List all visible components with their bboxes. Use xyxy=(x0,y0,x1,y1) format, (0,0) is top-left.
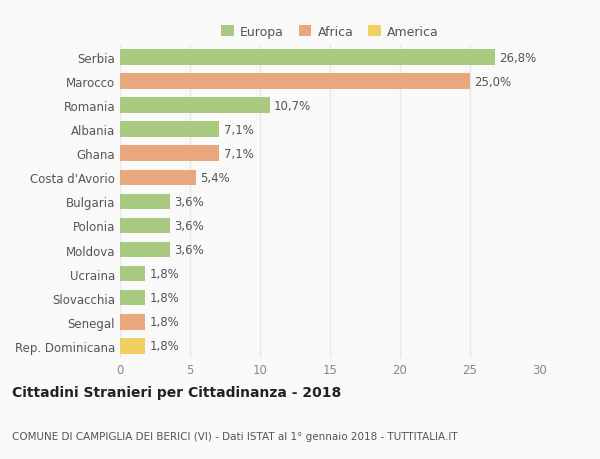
Bar xyxy=(120,194,170,210)
Legend: Europa, Africa, America: Europa, Africa, America xyxy=(216,21,444,44)
Bar xyxy=(120,266,145,282)
Text: Cittadini Stranieri per Cittadinanza - 2018: Cittadini Stranieri per Cittadinanza - 2… xyxy=(12,386,341,399)
Text: COMUNE DI CAMPIGLIA DEI BERICI (VI) - Dati ISTAT al 1° gennaio 2018 - TUTTITALIA: COMUNE DI CAMPIGLIA DEI BERICI (VI) - Da… xyxy=(12,431,458,441)
Bar xyxy=(120,242,170,258)
Bar xyxy=(120,50,495,66)
Text: 3,6%: 3,6% xyxy=(175,243,205,257)
Bar xyxy=(120,218,170,234)
Text: 3,6%: 3,6% xyxy=(175,196,205,208)
Text: 1,8%: 1,8% xyxy=(149,291,179,304)
Text: 3,6%: 3,6% xyxy=(175,219,205,232)
Bar xyxy=(120,146,220,162)
Bar xyxy=(120,338,145,354)
Text: 10,7%: 10,7% xyxy=(274,100,311,112)
Text: 26,8%: 26,8% xyxy=(499,51,536,64)
Bar xyxy=(120,170,196,186)
Text: 1,8%: 1,8% xyxy=(149,268,179,280)
Bar xyxy=(120,74,470,90)
Text: 7,1%: 7,1% xyxy=(224,123,253,136)
Bar xyxy=(120,122,220,138)
Text: 7,1%: 7,1% xyxy=(224,147,253,161)
Bar xyxy=(120,290,145,306)
Text: 1,8%: 1,8% xyxy=(149,340,179,353)
Bar xyxy=(120,98,270,114)
Bar xyxy=(120,314,145,330)
Text: 1,8%: 1,8% xyxy=(149,315,179,329)
Text: 5,4%: 5,4% xyxy=(200,172,230,185)
Text: 25,0%: 25,0% xyxy=(474,75,511,89)
